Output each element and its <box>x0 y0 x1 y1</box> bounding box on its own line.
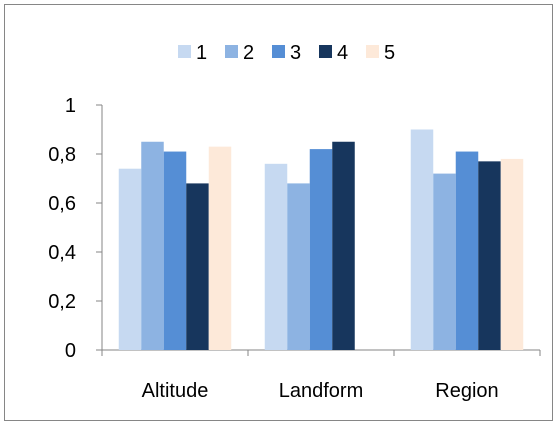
bar-altitude-series-3 <box>163 151 187 350</box>
bar-region-series-5 <box>500 158 524 350</box>
legend-swatch <box>225 45 238 58</box>
bar-landform-series-2 <box>287 183 310 350</box>
bar-altitude-series-4 <box>186 183 209 350</box>
y-tick-label: 0,2 <box>48 291 76 313</box>
legend-label: 2 <box>243 42 254 64</box>
y-tick-label: 0,6 <box>48 193 76 215</box>
bar-landform-series-1 <box>264 163 288 350</box>
bar-altitude-series-5 <box>208 146 232 350</box>
x-category-label: Altitude <box>142 380 209 402</box>
bar-region-series-2 <box>433 173 456 350</box>
legend-swatch <box>319 45 332 58</box>
legend-label: 4 <box>337 42 348 64</box>
legend-swatch <box>178 45 191 58</box>
bar-region-series-4 <box>478 161 501 350</box>
y-tick-label: 1 <box>65 95 76 117</box>
bar-altitude-series-2 <box>141 141 164 350</box>
y-tick-label: 0 <box>65 340 76 362</box>
legend-label: 1 <box>196 42 207 64</box>
legend-swatch <box>366 45 379 58</box>
y-tick-label: 0,4 <box>48 242 76 264</box>
legend-label: 5 <box>384 42 395 64</box>
x-category-label: Region <box>435 380 498 402</box>
bar-landform-series-4 <box>332 141 355 350</box>
legend-swatch <box>272 45 285 58</box>
bar-landform-series-3 <box>309 149 333 350</box>
y-tick-label: 0,8 <box>48 144 76 166</box>
x-category-label: Landform <box>279 380 364 402</box>
bar-altitude-series-1 <box>118 168 142 350</box>
bar-region-series-3 <box>455 151 479 350</box>
bar-region-series-1 <box>410 129 434 350</box>
legend-label: 3 <box>290 42 301 64</box>
